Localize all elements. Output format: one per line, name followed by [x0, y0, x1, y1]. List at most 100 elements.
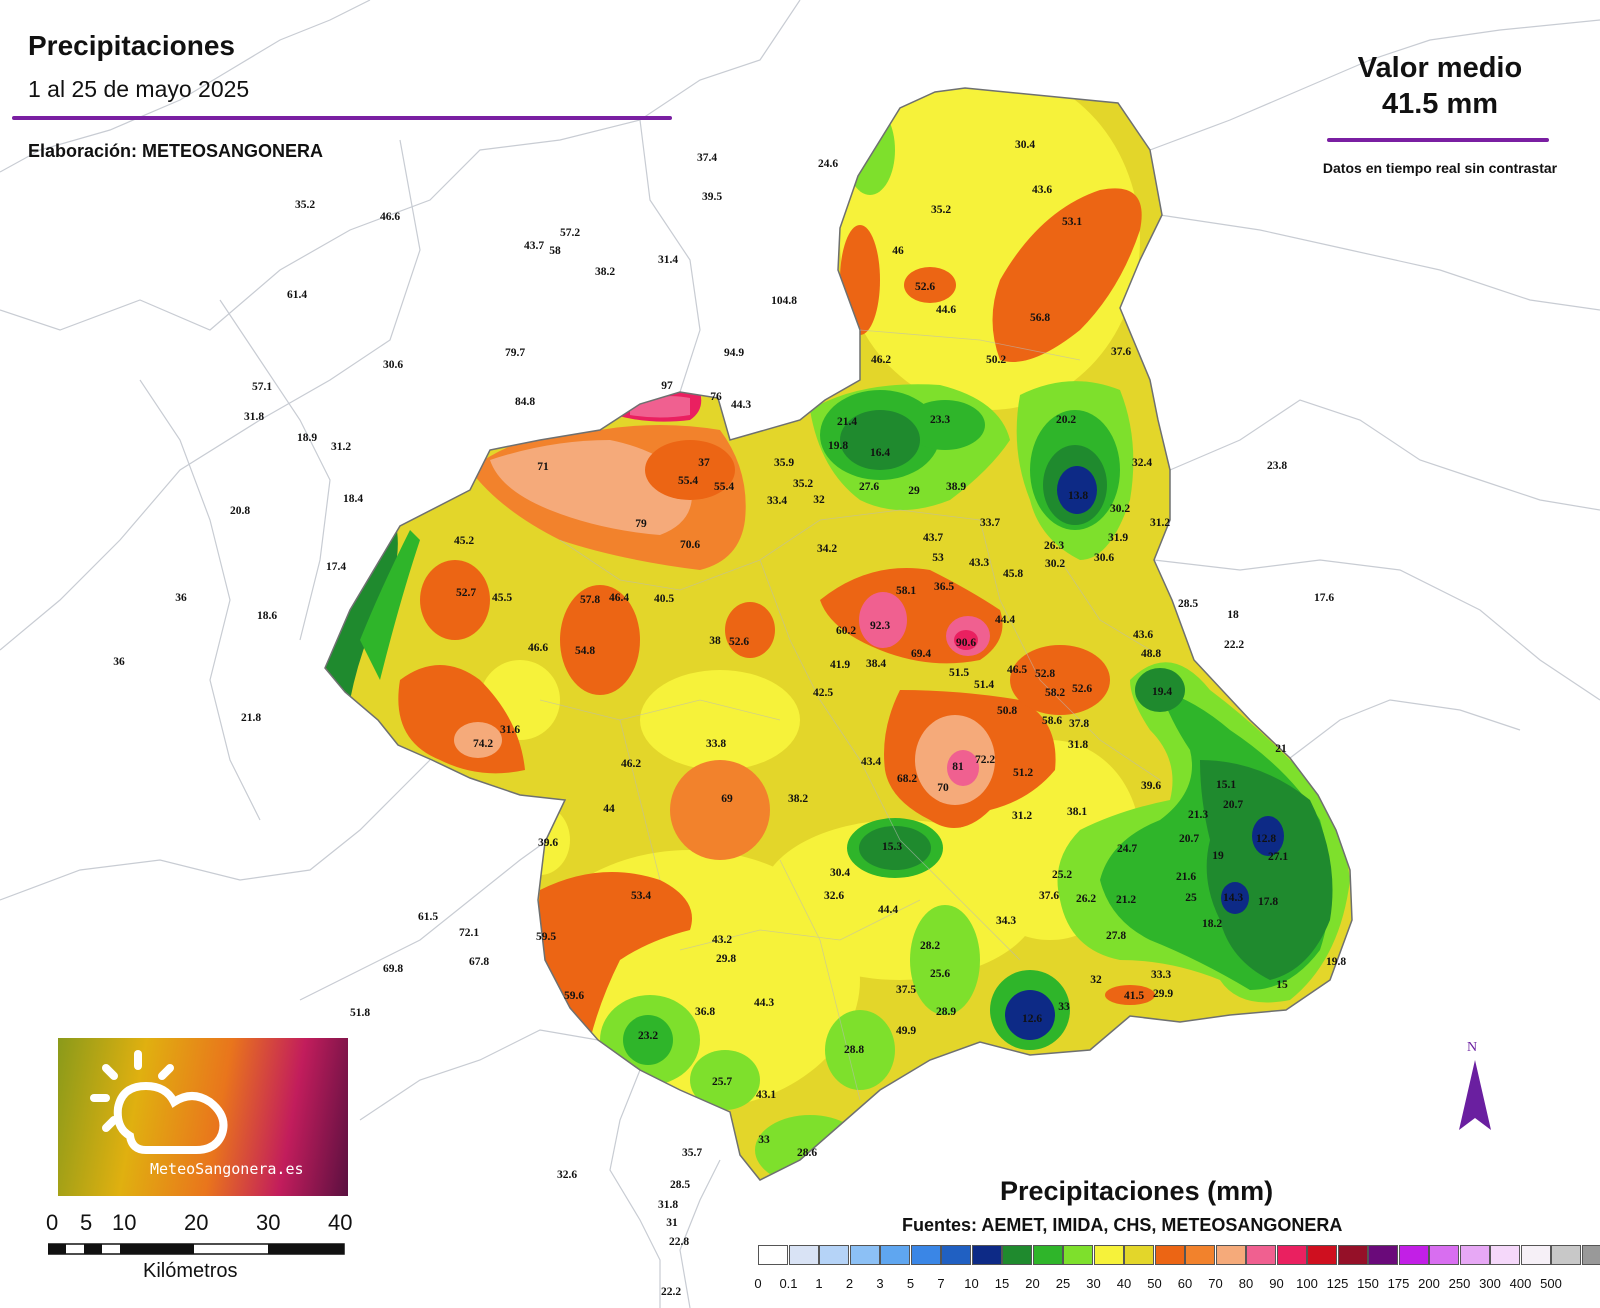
- legend-label: 20: [1025, 1276, 1040, 1291]
- station-value: 92.3: [870, 620, 890, 632]
- station-value: 48.8: [1141, 648, 1161, 660]
- station-value: 45.8: [1003, 568, 1023, 580]
- station-value: 44.4: [995, 614, 1015, 626]
- legend-swatch: [1581, 1245, 1600, 1265]
- station-value: 21.4: [837, 416, 857, 428]
- station-value: 70: [937, 782, 949, 794]
- station-value: 69.8: [383, 963, 403, 975]
- station-value: 32: [1090, 974, 1102, 986]
- legend-swatch: [941, 1245, 971, 1265]
- station-value: 59.6: [564, 990, 584, 1002]
- station-value: 25.2: [1052, 869, 1072, 881]
- station-value: 55.4: [678, 475, 698, 487]
- station-value: 25.7: [712, 1076, 732, 1088]
- legend-swatch: [1063, 1245, 1093, 1265]
- station-value: 46.2: [871, 354, 891, 366]
- station-value: 34.3: [996, 915, 1016, 927]
- legend-swatch: [1337, 1245, 1368, 1265]
- station-value: 35.2: [295, 199, 315, 211]
- station-value: 18: [1227, 609, 1239, 621]
- legend-label: 125: [1326, 1276, 1349, 1291]
- station-value: 39.6: [538, 837, 558, 849]
- station-value: 28.6: [797, 1147, 817, 1159]
- station-value: 43.3: [969, 557, 989, 569]
- station-value: 24.7: [1117, 843, 1137, 855]
- station-value: 74.2: [473, 738, 493, 750]
- station-value: 38.9: [946, 481, 966, 493]
- station-value: 53: [932, 552, 944, 564]
- station-value: 17.8: [1258, 896, 1278, 908]
- station-value: 44.3: [754, 997, 774, 1009]
- station-value: 43.7: [923, 532, 943, 544]
- station-value: 38.1: [1067, 806, 1087, 818]
- scale-tick-10: 10: [112, 1210, 137, 1235]
- mean-divider: [1327, 138, 1549, 142]
- station-value: 33.3: [1151, 969, 1171, 981]
- station-value: 36: [175, 592, 187, 604]
- station-value: 57.2: [560, 227, 580, 239]
- station-value: 50.2: [986, 354, 1006, 366]
- legend-label: 0: [754, 1276, 762, 1291]
- station-value: 15: [1276, 979, 1288, 991]
- station-value: 36.8: [695, 1006, 715, 1018]
- station-value: 51.4: [974, 679, 994, 691]
- mean-value: 41.5 mm: [1381, 88, 1499, 120]
- station-value: 44: [603, 803, 615, 815]
- station-value: 18.6: [257, 610, 277, 622]
- station-value: 81: [952, 761, 964, 773]
- station-value: 31.2: [1012, 810, 1032, 822]
- legend-label: 150: [1357, 1276, 1379, 1291]
- station-value: 15.1: [1216, 779, 1236, 791]
- station-value: 55.4: [714, 481, 734, 493]
- legend-swatch: [1490, 1245, 1520, 1265]
- station-value: 40.5: [654, 593, 674, 605]
- station-value: 38.2: [595, 266, 615, 278]
- station-value: 22.8: [669, 1236, 689, 1248]
- station-value: 38.4: [866, 658, 886, 670]
- station-value: 21.2: [1116, 894, 1136, 906]
- legend-swatch: [971, 1245, 1002, 1265]
- station-value: 61.5: [418, 911, 438, 923]
- station-value: 46.6: [528, 642, 548, 654]
- station-value: 28.2: [920, 940, 940, 952]
- station-value: 52.6: [915, 281, 935, 293]
- station-value: 28.5: [1178, 598, 1198, 610]
- station-value: 13.8: [1068, 490, 1088, 502]
- station-value: 58.2: [1045, 687, 1065, 699]
- station-value: 94.9: [724, 347, 744, 359]
- station-value: 43.1: [756, 1089, 776, 1101]
- legend-label: 30: [1086, 1276, 1101, 1291]
- legend-swatch: [1398, 1245, 1429, 1265]
- station-value: 15.3: [882, 841, 902, 853]
- station-value: 31: [666, 1217, 678, 1229]
- legend-swatch: [910, 1245, 941, 1265]
- station-value: 69.4: [911, 648, 931, 660]
- station-value: 19.4: [1152, 686, 1172, 698]
- station-value: 50.8: [997, 705, 1017, 717]
- station-value: 12.6: [1022, 1013, 1042, 1025]
- station-value: 23.3: [930, 414, 950, 426]
- station-value: 38: [709, 635, 721, 647]
- station-value: 58.1: [896, 585, 916, 597]
- station-value: 37.8: [1069, 718, 1089, 730]
- date-range: 1 al 25 de mayo 2025: [28, 76, 250, 102]
- station-value: 57.8: [580, 594, 600, 606]
- station-value: 45.5: [492, 592, 512, 604]
- station-value: 79.7: [505, 347, 525, 359]
- legend-label: 2: [845, 1276, 854, 1291]
- station-value: 30.2: [1045, 558, 1065, 570]
- legend-swatch: [1551, 1245, 1581, 1265]
- station-value: 43.7: [524, 240, 544, 252]
- station-value: 51.2: [1013, 767, 1033, 779]
- legend-label: 250: [1448, 1276, 1471, 1291]
- station-value: 33.7: [980, 517, 1000, 529]
- legend-label: 175: [1387, 1276, 1410, 1291]
- station-value: 33.8: [706, 738, 726, 750]
- station-value: 52.6: [1072, 683, 1092, 695]
- station-value: 56.8: [1030, 312, 1050, 324]
- station-value: 23.2: [638, 1030, 658, 1042]
- station-value: 35.2: [793, 478, 813, 490]
- legend-label: 1: [815, 1276, 823, 1291]
- station-value: 36: [113, 656, 125, 668]
